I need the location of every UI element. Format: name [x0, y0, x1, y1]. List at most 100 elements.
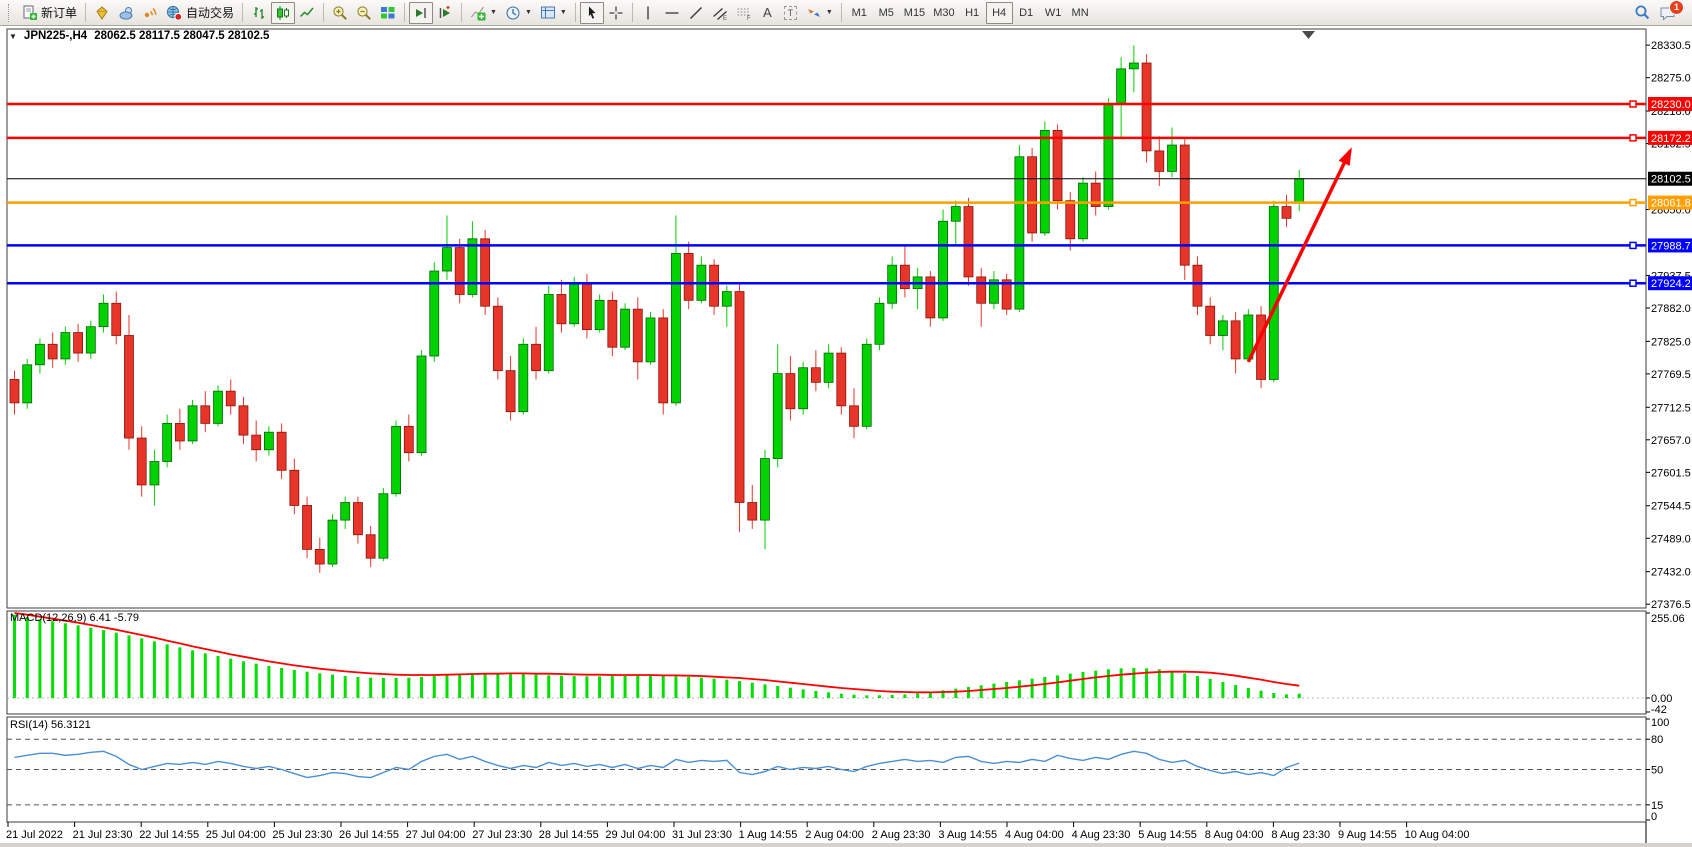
hline-28172.2[interactable]: [7, 134, 1646, 142]
tile-windows-button[interactable]: [376, 2, 400, 24]
macd-panel: [6, 610, 1647, 715]
indicators-button[interactable]: ▼: [466, 2, 501, 24]
svg-text:3 Aug 14:55: 3 Aug 14:55: [938, 829, 997, 841]
horizontal-line-icon: [664, 5, 680, 21]
candlestick-chart-button[interactable]: [271, 1, 296, 24]
zoom-out-icon: [356, 5, 372, 21]
shapes-button[interactable]: ▼: [802, 2, 837, 24]
time-axis[interactable]: 21 Jul 2022 21 Jul 23:30 22 Jul 14:55 25 Ju…: [6, 822, 1647, 843]
svg-text:25 Jul 23:30: 25 Jul 23:30: [272, 829, 332, 841]
add-indicator-icon: [470, 5, 486, 21]
fibonacci-button[interactable]: F: [732, 2, 756, 24]
label-button[interactable]: T: [779, 2, 802, 24]
timeframe-w1-button[interactable]: W1: [1040, 2, 1067, 24]
cursor-button[interactable]: [579, 1, 604, 24]
new-order-button[interactable]: 新订单: [18, 2, 81, 24]
chart-shift-icon: [437, 5, 453, 21]
periods-button[interactable]: ▼: [501, 2, 536, 24]
chart-shift-marker[interactable]: [1302, 31, 1315, 39]
zoom-out-button[interactable]: [352, 2, 376, 24]
timeframe-h1-button[interactable]: H1: [959, 2, 986, 24]
svg-text:50: 50: [1651, 765, 1663, 777]
svg-text:0.00: 0.00: [1651, 693, 1672, 705]
svg-text:27769.5: 27769.5: [1651, 369, 1691, 381]
hline-28230.0[interactable]: [7, 100, 1646, 108]
svg-text:22 Jul 14:55: 22 Jul 14:55: [139, 829, 199, 841]
macd-axis[interactable]: 255.06 0.00-42: [1646, 612, 1685, 716]
chart-window[interactable]: ▼ JPN225-,H4 28062.5 28117.5 28047.5 281…: [0, 26, 1692, 847]
svg-text:28230.0: 28230.0: [1651, 99, 1691, 111]
zoom-in-button[interactable]: [328, 2, 352, 24]
autotrading-button[interactable]: 自动交易: [162, 2, 238, 24]
market-gem-icon: [94, 5, 110, 21]
trendline-button[interactable]: [684, 2, 708, 24]
svg-text:28 Jul 14:55: 28 Jul 14:55: [539, 829, 599, 841]
svg-text:27 Jul 23:30: 27 Jul 23:30: [472, 829, 532, 841]
horizontal-line-button[interactable]: [660, 2, 684, 24]
svg-text:31 Jul 23:30: 31 Jul 23:30: [672, 829, 732, 841]
line-chart-button[interactable]: [295, 2, 319, 24]
text-button[interactable]: A: [756, 2, 779, 24]
svg-text:26 Jul 14:55: 26 Jul 14:55: [339, 829, 399, 841]
rsi-line: [14, 750, 1300, 779]
svg-text:28061.8: 28061.8: [1651, 198, 1691, 210]
signals-icon: [142, 5, 158, 21]
auto-scroll-icon: [413, 5, 429, 21]
vertical-line-button[interactable]: [637, 2, 660, 24]
templates-button[interactable]: ▼: [536, 2, 571, 24]
timeframe-h4-button[interactable]: H4: [985, 1, 1013, 24]
crosshair-button[interactable]: [604, 2, 628, 24]
new-order-label: 新订单: [41, 6, 78, 20]
hline-28061.8[interactable]: [7, 198, 1646, 207]
svg-text:4 Aug 23:30: 4 Aug 23:30: [1072, 829, 1131, 841]
svg-text:29 Jul 04:00: 29 Jul 04:00: [605, 829, 665, 841]
profile-button[interactable]: [114, 2, 138, 24]
bar-chart-icon: [251, 5, 267, 21]
separator: [85, 3, 87, 22]
chat-button[interactable]: 1: [1655, 0, 1684, 24]
price-axis[interactable]: 28330.528275.028218.028162.528050.027937…: [1646, 40, 1691, 611]
macd-signal-line: [14, 612, 1300, 694]
candlestick-icon: [275, 5, 291, 21]
timeframe-m5-button[interactable]: M5: [873, 2, 900, 24]
svg-text:27376.5: 27376.5: [1651, 599, 1691, 611]
clock-icon: [505, 5, 521, 21]
svg-text:4 Aug 04:00: 4 Aug 04:00: [1005, 829, 1064, 841]
one-click-trading-toggle[interactable]: ▼: [9, 31, 17, 41]
svg-text:0: 0: [1651, 811, 1657, 823]
text-tool-icon: A: [763, 5, 772, 20]
timeframe-m1-button[interactable]: M1: [846, 2, 873, 24]
equidistant-channel-button[interactable]: E: [708, 2, 732, 24]
svg-text:2 Aug 04:00: 2 Aug 04:00: [805, 829, 864, 841]
chart-canvas[interactable]: 28330.528275.028218.028162.528050.027937…: [0, 26, 1692, 847]
crosshair-icon: [608, 5, 624, 21]
timeframe-m30-button[interactable]: M30: [929, 2, 958, 24]
chart-shift-button[interactable]: [433, 2, 457, 24]
fibonacci-icon: F: [736, 5, 752, 21]
search-button[interactable]: [1630, 2, 1655, 24]
trend-arrow-annotation[interactable]: [1246, 147, 1352, 363]
hline-27988.7[interactable]: [7, 241, 1646, 250]
dropdown-caret: ▼: [490, 9, 497, 16]
svg-text:F: F: [747, 16, 751, 21]
hline-27924.2[interactable]: [7, 279, 1646, 287]
svg-text:27924.2: 27924.2: [1651, 278, 1691, 290]
separator: [242, 3, 244, 22]
svg-text:27988.7: 27988.7: [1651, 240, 1691, 252]
signals-button[interactable]: [138, 2, 162, 24]
toolbar: 新订单 自动交易 ▼ ▼: [0, 0, 1692, 26]
separator: [840, 3, 842, 22]
rsi-axis[interactable]: 100 80 50 150: [1646, 717, 1669, 823]
bar-chart-button[interactable]: [247, 2, 271, 24]
timeframe-m15-button[interactable]: M15: [900, 2, 929, 24]
auto-scroll-button[interactable]: [409, 1, 434, 24]
price-panel: [6, 28, 1647, 609]
timeframe-mn-button[interactable]: MN: [1067, 2, 1094, 24]
timeframe-d1-button[interactable]: D1: [1013, 2, 1040, 24]
market-button[interactable]: [90, 2, 114, 24]
trendline-icon: [688, 5, 704, 21]
svg-text:27544.5: 27544.5: [1651, 501, 1691, 513]
svg-text:27657.0: 27657.0: [1651, 435, 1691, 447]
svg-text:21 Jul 23:30: 21 Jul 23:30: [73, 829, 133, 841]
separator: [461, 3, 463, 22]
